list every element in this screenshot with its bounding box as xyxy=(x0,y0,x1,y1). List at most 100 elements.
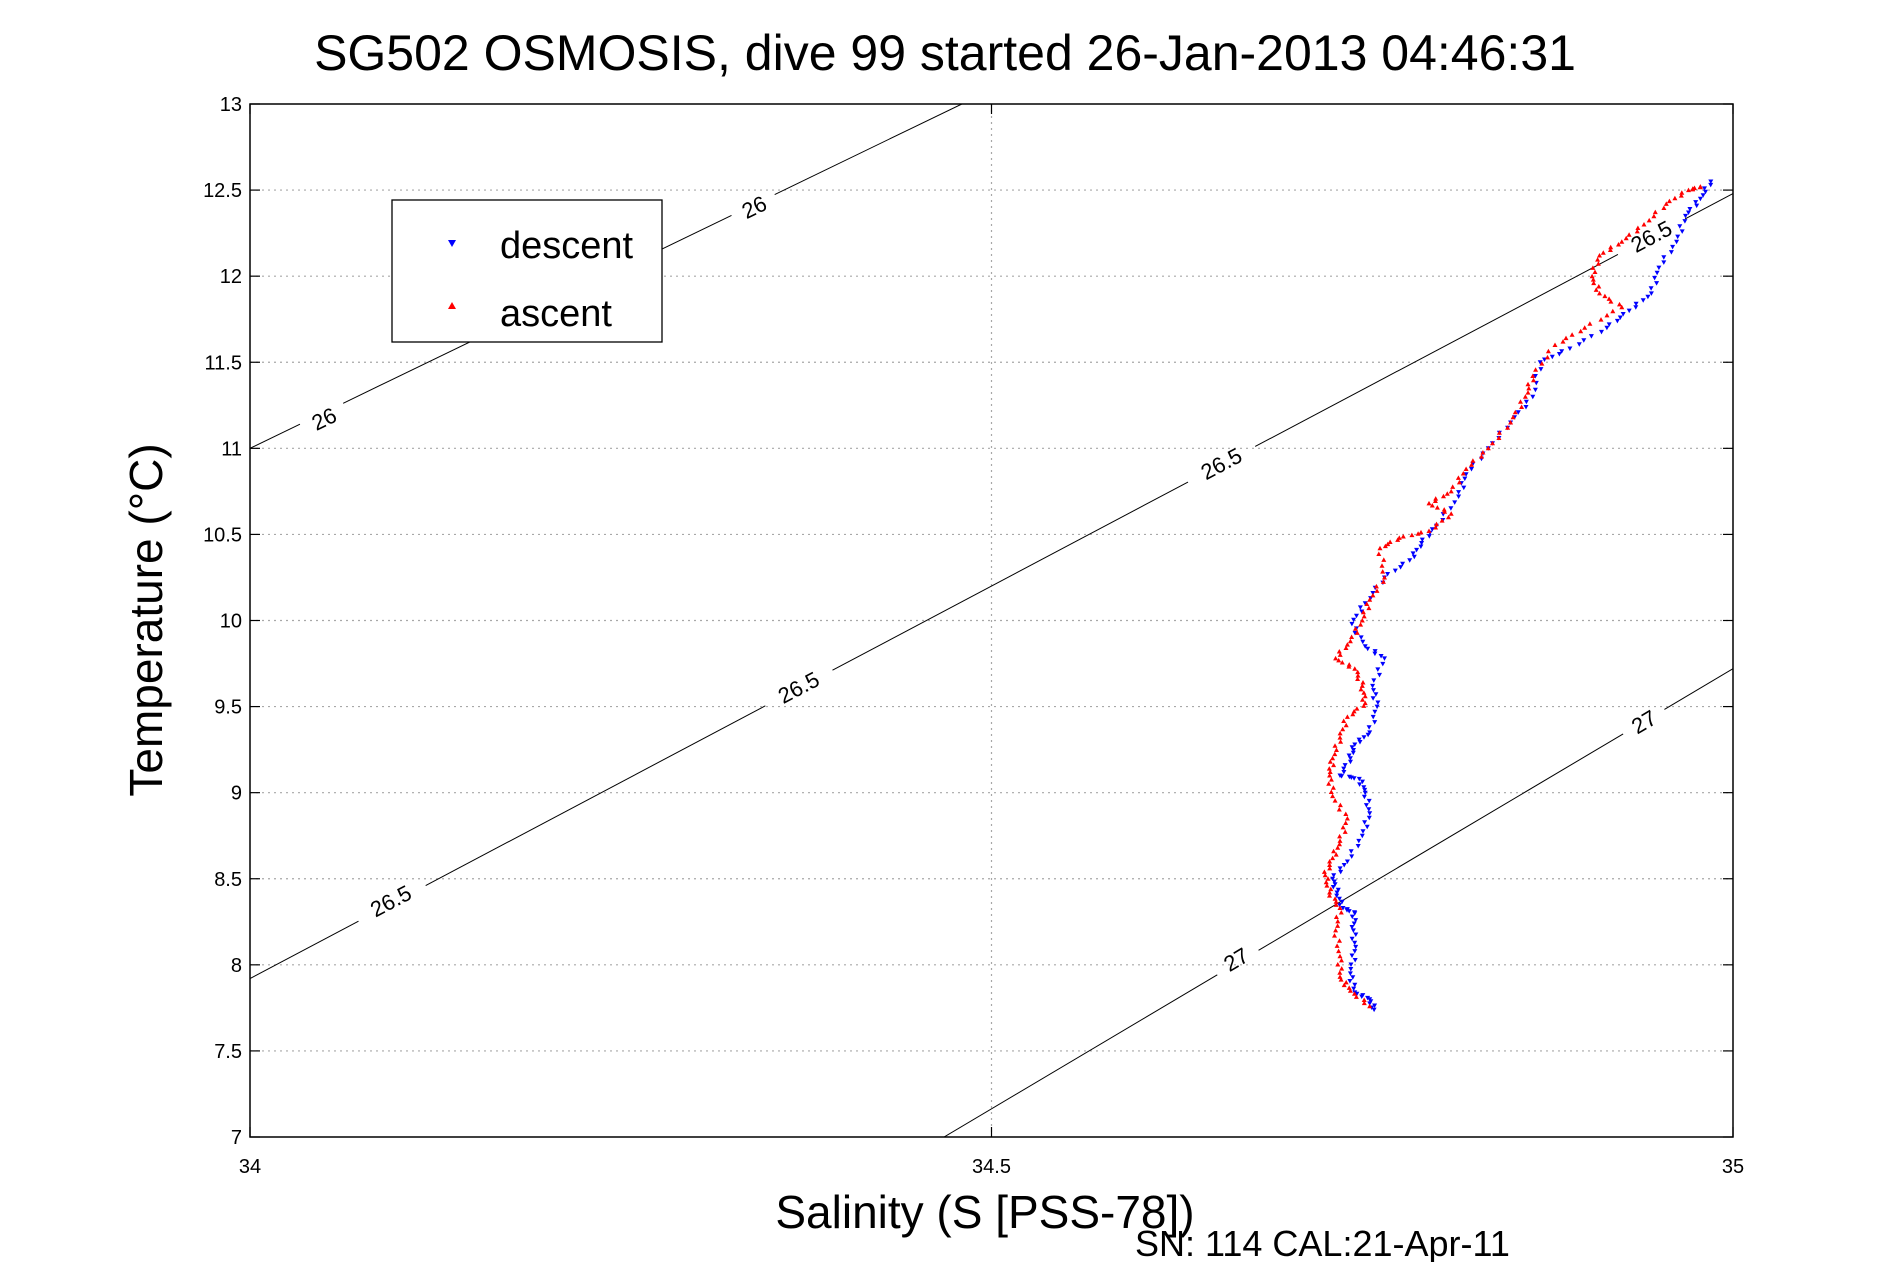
descent-point xyxy=(1373,692,1379,697)
descent-point xyxy=(1366,815,1372,821)
y-tick-label: 7.5 xyxy=(214,1041,242,1063)
ascent-point xyxy=(1330,793,1336,799)
descent-point xyxy=(1338,869,1344,875)
legend-descent-label: descent xyxy=(500,225,634,267)
ascent-point xyxy=(1338,977,1344,982)
ascent-point xyxy=(1582,325,1588,330)
ascent-point xyxy=(1600,250,1606,255)
descent-point xyxy=(1330,885,1336,890)
ascent-point xyxy=(1485,445,1491,451)
descent-point xyxy=(1410,551,1416,556)
ascent-point xyxy=(1434,521,1439,527)
contour-line-26.5 xyxy=(425,705,766,887)
ascent-point xyxy=(1337,974,1343,979)
descent-point xyxy=(1456,490,1462,495)
descent-point xyxy=(1352,949,1358,954)
ascent-point xyxy=(1522,394,1528,399)
ascent-point xyxy=(1340,726,1346,732)
ascent-point xyxy=(1469,462,1474,467)
contour-line-27 xyxy=(1258,733,1624,951)
plot-axes: 7 7.5 8 8.5 9 9.5 10 10.5 11 11.5 12 12.5 13 34 34.5 35 xyxy=(203,94,1744,1178)
ascent-point xyxy=(1432,498,1438,503)
descent-point xyxy=(1349,925,1355,930)
descent-point xyxy=(1349,953,1355,958)
descent-point xyxy=(1382,656,1387,661)
ascent-point xyxy=(1589,273,1595,279)
legend-descent-marker xyxy=(448,240,456,247)
ascent-point xyxy=(1346,985,1352,990)
ascent-point xyxy=(1343,645,1349,650)
ascent-point xyxy=(1552,342,1558,347)
descent-point xyxy=(1469,467,1474,472)
x-tick-label: 35 xyxy=(1722,1156,1744,1178)
y-tick-label: 7 xyxy=(231,1127,242,1149)
ascent-point xyxy=(1327,769,1333,774)
descent-point xyxy=(1523,405,1529,410)
descent-point xyxy=(1341,863,1347,868)
descent-point xyxy=(1347,971,1353,976)
descent-point xyxy=(1537,360,1543,365)
ascent-point xyxy=(1352,666,1358,671)
ascent-point xyxy=(1354,706,1360,711)
ascent-point xyxy=(1355,673,1361,678)
chart-title: SG502 OSMOSIS, dive 99 started 26-Jan-20… xyxy=(314,25,1576,81)
ascent-point xyxy=(1344,816,1350,821)
descent-point xyxy=(1371,688,1376,693)
ascent-point xyxy=(1597,253,1602,258)
descent-point xyxy=(1350,928,1356,933)
ascent-point xyxy=(1330,785,1336,790)
ascent-point xyxy=(1510,414,1516,420)
ascent-point xyxy=(1597,290,1602,296)
ascent-point xyxy=(1337,953,1343,959)
ascent-point xyxy=(1332,743,1338,748)
contour-label: 26.5 xyxy=(1627,215,1677,257)
descent-point xyxy=(1674,239,1680,245)
ascent-point xyxy=(1382,543,1388,549)
ascent-point xyxy=(1333,902,1339,907)
descent-point xyxy=(1372,720,1378,725)
x-axis-label: Salinity (S [PSS-78]) xyxy=(775,1186,1194,1238)
ascent-point xyxy=(1426,500,1432,506)
ascent-point xyxy=(1360,609,1366,615)
ascent-point xyxy=(1617,301,1622,307)
ascent-point xyxy=(1533,367,1539,372)
ascent-point xyxy=(1592,269,1598,274)
ascent-point xyxy=(1355,669,1361,675)
descent-point xyxy=(1683,213,1688,219)
ascent-point xyxy=(1338,739,1344,744)
ascent-point xyxy=(1343,811,1349,816)
descent-point xyxy=(1549,354,1555,360)
ascent-point xyxy=(1652,209,1658,215)
ascent-point xyxy=(1333,927,1339,933)
descent-point xyxy=(1361,794,1367,800)
ascent-point xyxy=(1380,569,1386,574)
contour-line-27 xyxy=(943,974,1218,1137)
descent-point xyxy=(1523,399,1529,405)
ascent-point xyxy=(1334,747,1339,752)
ascent-point xyxy=(1370,592,1376,598)
descent-point xyxy=(1380,661,1386,667)
contour-label: 26 xyxy=(308,402,341,435)
descent-point xyxy=(1633,305,1639,310)
descent-point xyxy=(1372,709,1378,715)
legend-box xyxy=(391,199,663,343)
y-tick-label: 11.5 xyxy=(205,352,242,374)
descent-point xyxy=(1414,547,1420,553)
ascent-point xyxy=(1336,657,1342,663)
ascent-point xyxy=(1330,855,1336,861)
ascent-point xyxy=(1325,876,1331,881)
ascent-point xyxy=(1337,802,1343,808)
ascent-point xyxy=(1334,943,1340,948)
ascent-point xyxy=(1382,575,1387,580)
descent-point xyxy=(1353,932,1359,937)
ascent-point xyxy=(1587,321,1593,326)
descent-point xyxy=(1556,352,1562,357)
ascent-point xyxy=(1327,773,1333,778)
descent-point xyxy=(1365,646,1371,652)
descent-point xyxy=(1357,782,1363,787)
ascent-point xyxy=(1679,190,1685,195)
ascent-point xyxy=(1332,896,1338,901)
ascent-point xyxy=(1441,507,1447,512)
descent-point xyxy=(1350,750,1356,756)
ascent-point xyxy=(1349,634,1355,639)
